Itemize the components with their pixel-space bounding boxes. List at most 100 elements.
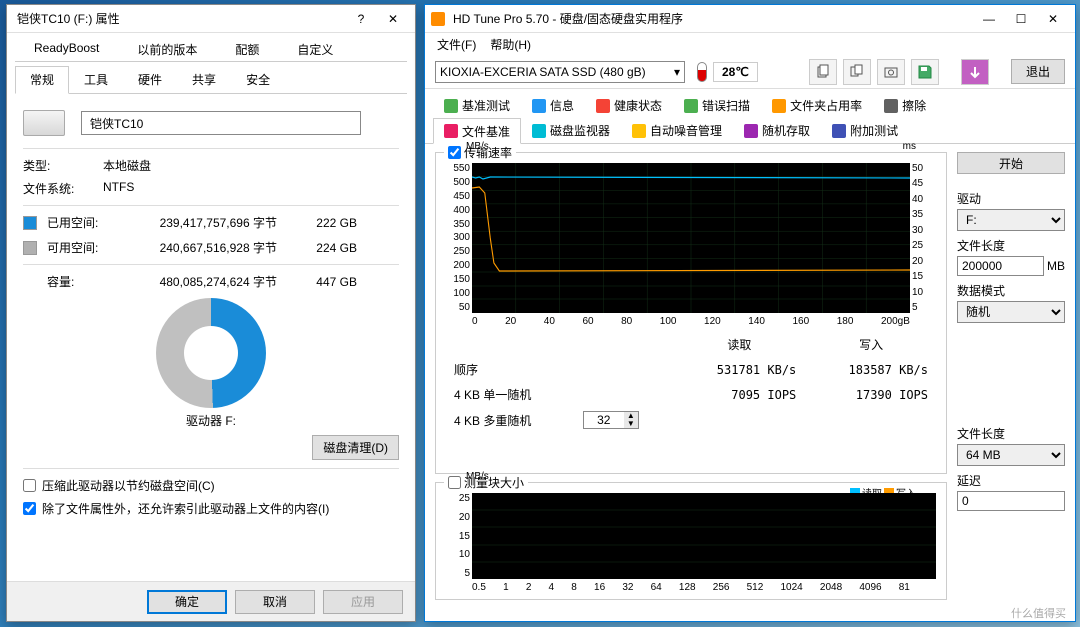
- props-titlebar[interactable]: 铠侠TC10 (F:) 属性 ? ✕: [7, 5, 415, 33]
- exit-button[interactable]: 退出: [1011, 59, 1065, 84]
- file-len2-select[interactable]: 64 MB: [957, 444, 1065, 466]
- transfer-rate-group: 传输速率 MB/s ms 550500450400350300250200150…: [435, 152, 947, 474]
- menu-help[interactable]: 帮助(H): [484, 34, 537, 55]
- refresh-button[interactable]: [961, 59, 989, 85]
- file-len-label: 文件长度: [957, 237, 1065, 254]
- tab-icon: [532, 99, 546, 113]
- disk-cleanup-button[interactable]: 磁盘清理(D): [312, 435, 399, 460]
- mbps-label: MB/s: [466, 141, 489, 152]
- screenshot-button[interactable]: [877, 59, 905, 85]
- hdt-tabs: 基准测试信息健康状态错误扫描文件夹占用率擦除文件基准磁盘监视器自动噪音管理随机存…: [425, 89, 1075, 144]
- results-table: 读取写入 顺序531781 KB/s183587 KB/s 4 KB 单一随机7…: [444, 331, 938, 434]
- drive-name-input[interactable]: [81, 111, 361, 135]
- tab-previous-versions[interactable]: 以前的版本: [118, 37, 216, 61]
- props-title: 铠侠TC10 (F:) 属性: [13, 10, 345, 27]
- ok-button[interactable]: 确定: [147, 590, 227, 614]
- data-mode-select[interactable]: 随机: [957, 301, 1065, 323]
- copy-all-button[interactable]: [843, 59, 871, 85]
- hdt-tab-0[interactable]: 基准测试: [433, 93, 521, 118]
- tab-sharing[interactable]: 共享: [177, 66, 231, 93]
- free-swatch: [23, 241, 37, 255]
- start-button[interactable]: 开始: [957, 152, 1065, 174]
- cap-label: 容量:: [47, 273, 127, 290]
- tab-icon: [884, 99, 898, 113]
- tab-tools[interactable]: 工具: [69, 66, 123, 93]
- multi-queue-spinner[interactable]: ▲▼: [583, 411, 639, 429]
- props-tabs-upper: ReadyBoost 以前的版本 配额 自定义: [15, 37, 407, 62]
- chevron-down-icon: ▾: [674, 65, 680, 79]
- hdt-tab-2[interactable]: 健康状态: [585, 93, 673, 118]
- side-controls: 开始 驱动 F: 文件长度 MB 数据模式 随机 文件长度 64 MB 延迟: [957, 152, 1065, 608]
- tab-icon: [444, 99, 458, 113]
- free-bytes: 240,667,516,928 字节: [127, 239, 277, 256]
- hdt-titlebar[interactable]: HD Tune Pro 5.70 - 硬盘/固态硬盘实用程序 — ☐ ✕: [425, 5, 1075, 33]
- hdt-tab-10[interactable]: 附加测试: [821, 118, 909, 143]
- mbps-label-2: MB/s: [466, 471, 489, 482]
- copy-button[interactable]: [809, 59, 837, 85]
- hdt-tab-9[interactable]: 随机存取: [733, 118, 821, 143]
- delay-input[interactable]: [957, 491, 1065, 511]
- chart2-plot: [472, 493, 936, 579]
- cap-gb: 447 GB: [277, 275, 357, 289]
- tab-readyboost[interactable]: ReadyBoost: [15, 37, 118, 61]
- usage-donut: [156, 298, 266, 408]
- type-value: 本地磁盘: [103, 157, 151, 174]
- file-len-unit: MB: [1047, 259, 1065, 273]
- hdt-tab-5[interactable]: 擦除: [873, 93, 937, 118]
- hdt-tab-4[interactable]: 文件夹占用率: [761, 93, 873, 118]
- help-button[interactable]: ?: [345, 8, 377, 30]
- read-header: 读取: [675, 333, 805, 356]
- tab-icon: [772, 99, 786, 113]
- 4k-multi-label: 4 KB 多重随机: [446, 408, 573, 432]
- tab-icon: [632, 124, 646, 138]
- seq-read: 531781 KB/s: [675, 358, 805, 381]
- tab-security[interactable]: 安全: [231, 66, 285, 93]
- tab-hardware[interactable]: 硬件: [123, 66, 177, 93]
- cap-bytes: 480,085,274,624 字节: [127, 273, 277, 290]
- tab-quota[interactable]: 配额: [216, 37, 278, 61]
- free-label: 可用空间:: [47, 239, 127, 256]
- drive-letter-select[interactable]: F:: [957, 209, 1065, 231]
- file-len-input[interactable]: [957, 256, 1044, 276]
- drive-select[interactable]: KIOXIA-EXCERIA SATA SSD (480 gB)▾: [435, 61, 685, 83]
- apply-button[interactable]: 应用: [323, 590, 403, 614]
- props-body: 类型:本地磁盘 文件系统:NTFS 已用空间: 239,417,757,696 …: [7, 94, 415, 533]
- minimize-button[interactable]: —: [973, 8, 1005, 30]
- chart1-plot: [472, 163, 910, 313]
- write-header: 写入: [806, 333, 936, 356]
- drive-label: 驱动: [957, 190, 1065, 207]
- hdt-tab-8[interactable]: 自动噪音管理: [621, 118, 733, 143]
- chart1: 55050045040035030025020015010050: [444, 163, 938, 327]
- compress-label: 压缩此驱动器以节约磁盘空间(C): [42, 477, 215, 494]
- tab-icon: [744, 124, 758, 138]
- chart2-xaxis: 0.5124816326412825651210242048409681: [472, 582, 910, 593]
- index-checkbox[interactable]: [23, 502, 36, 515]
- close-button[interactable]: ✕: [1037, 8, 1069, 30]
- compress-checkbox[interactable]: [23, 479, 36, 492]
- transfer-rate-checkbox[interactable]: [448, 146, 461, 159]
- seq-label: 顺序: [446, 358, 573, 381]
- menu-file[interactable]: 文件(F): [431, 34, 482, 55]
- hdt-tab-3[interactable]: 错误扫描: [673, 93, 761, 118]
- properties-window: 铠侠TC10 (F:) 属性 ? ✕ ReadyBoost 以前的版本 配额 自…: [6, 4, 416, 622]
- drive-icon: [23, 110, 65, 136]
- used-bytes: 239,417,757,696 字节: [127, 214, 277, 231]
- tab-custom[interactable]: 自定义: [278, 37, 352, 61]
- cancel-button[interactable]: 取消: [235, 590, 315, 614]
- tab-general[interactable]: 常规: [15, 66, 69, 94]
- close-button[interactable]: ✕: [377, 8, 409, 30]
- free-gb: 224 GB: [277, 241, 357, 255]
- index-label: 除了文件属性外，还允许索引此驱动器上文件的内容(I): [42, 500, 329, 517]
- maximize-button[interactable]: ☐: [1005, 8, 1037, 30]
- save-button[interactable]: [911, 59, 939, 85]
- block-size-checkbox[interactable]: [448, 476, 461, 489]
- used-gb: 222 GB: [277, 216, 357, 230]
- tab-icon: [596, 99, 610, 113]
- hdt-tab-7[interactable]: 磁盘监视器: [521, 118, 621, 143]
- tab-icon: [444, 124, 458, 138]
- hdt-title: HD Tune Pro 5.70 - 硬盘/固态硬盘实用程序: [449, 10, 973, 27]
- chart1-yaxis-right: 5045403530252015105: [912, 163, 938, 327]
- hdt-tab-1[interactable]: 信息: [521, 93, 585, 118]
- used-label: 已用空间:: [47, 214, 127, 231]
- 4k-single-read: 7095 IOPS: [675, 383, 805, 406]
